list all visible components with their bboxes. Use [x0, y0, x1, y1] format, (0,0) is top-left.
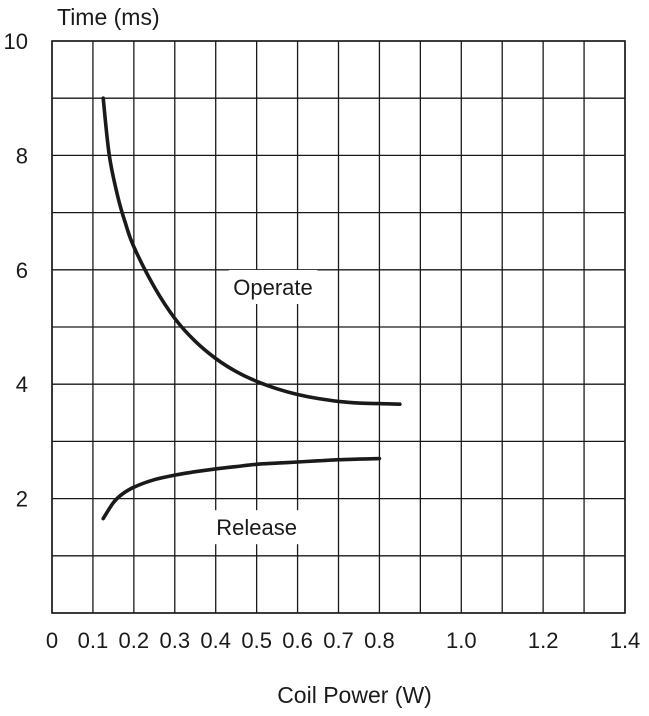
series-line-release: [101, 456, 382, 521]
x-tick-label: 0.8: [364, 628, 395, 653]
x-tick-label: 0.4: [200, 628, 231, 653]
x-tick-label: 0.2: [119, 628, 150, 653]
x-axis-label: Coil Power (W): [277, 682, 432, 708]
y-tick-label: 2: [16, 487, 28, 512]
y-tick-label: 4: [16, 372, 28, 397]
x-tick-label: 0.6: [282, 628, 313, 653]
plot-frame: [51, 40, 626, 614]
x-tick-label: 1.4: [610, 628, 641, 653]
x-tick-label: 0.5: [241, 628, 272, 653]
y-axis-label: Time (ms): [57, 4, 160, 30]
series-annotation-operate: Operate: [233, 275, 313, 300]
annotations: Operate Release: [216, 275, 312, 540]
y-tick-label: 6: [16, 258, 28, 283]
series-line-operate: [101, 96, 402, 406]
x-tick-label: 0.3: [159, 628, 190, 653]
y-tick-labels: 2 4 6 8 10: [4, 29, 28, 512]
y-tick-label: 10: [4, 29, 28, 54]
series-group: [101, 96, 402, 521]
x-tick-label: 1.2: [528, 628, 559, 653]
series-annotation-release: Release: [216, 515, 297, 540]
x-tick-labels: 0 0.1 0.2 0.3 0.4 0.5 0.6 0.7 0.8 1.0 1.2 1.4: [46, 628, 640, 653]
annotation-background: [228, 269, 318, 304]
annotation-backgrounds: [212, 269, 318, 545]
y-tick-label: 8: [16, 143, 28, 168]
x-tick-label: 0.1: [78, 628, 109, 653]
annotation-background: [212, 510, 301, 545]
x-tick-label: 0.7: [323, 628, 354, 653]
x-tick-label: 0: [46, 628, 58, 653]
grid: [51, 40, 626, 614]
x-tick-label: 1.0: [446, 628, 477, 653]
